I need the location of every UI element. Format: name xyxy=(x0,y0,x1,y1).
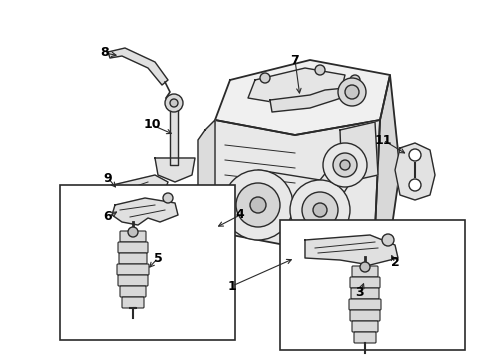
FancyBboxPatch shape xyxy=(353,332,375,343)
Circle shape xyxy=(312,203,326,217)
Circle shape xyxy=(408,179,420,191)
Polygon shape xyxy=(247,68,344,105)
FancyBboxPatch shape xyxy=(351,321,377,332)
Text: 5: 5 xyxy=(153,251,162,265)
Polygon shape xyxy=(155,158,195,182)
Circle shape xyxy=(339,160,349,170)
Circle shape xyxy=(359,262,369,272)
FancyBboxPatch shape xyxy=(349,277,379,288)
Polygon shape xyxy=(170,105,178,165)
Text: 2: 2 xyxy=(390,256,398,270)
Circle shape xyxy=(344,85,358,99)
FancyBboxPatch shape xyxy=(117,264,149,275)
Circle shape xyxy=(322,143,366,187)
Polygon shape xyxy=(394,143,434,200)
Circle shape xyxy=(337,78,365,106)
FancyBboxPatch shape xyxy=(351,266,377,277)
Circle shape xyxy=(249,197,265,213)
Circle shape xyxy=(165,94,182,112)
FancyBboxPatch shape xyxy=(122,297,144,308)
FancyBboxPatch shape xyxy=(348,299,380,310)
Polygon shape xyxy=(100,175,167,210)
Polygon shape xyxy=(108,48,167,85)
Polygon shape xyxy=(205,120,379,245)
Text: 6: 6 xyxy=(104,211,112,223)
Circle shape xyxy=(236,183,279,227)
FancyBboxPatch shape xyxy=(118,242,148,253)
Polygon shape xyxy=(339,122,377,183)
FancyBboxPatch shape xyxy=(350,288,378,299)
Circle shape xyxy=(408,149,420,161)
Polygon shape xyxy=(374,75,399,240)
Circle shape xyxy=(128,227,138,237)
Circle shape xyxy=(381,234,393,246)
Circle shape xyxy=(223,170,292,240)
FancyBboxPatch shape xyxy=(120,231,146,242)
FancyBboxPatch shape xyxy=(349,310,379,321)
Text: 1: 1 xyxy=(227,280,236,292)
Text: 10: 10 xyxy=(143,119,160,131)
Polygon shape xyxy=(112,198,178,225)
Text: 9: 9 xyxy=(104,171,112,185)
Circle shape xyxy=(314,65,324,75)
Text: 11: 11 xyxy=(374,134,391,146)
Circle shape xyxy=(302,192,337,228)
Circle shape xyxy=(163,193,173,203)
Polygon shape xyxy=(214,60,389,135)
Text: 8: 8 xyxy=(101,46,109,60)
Circle shape xyxy=(333,153,356,177)
Circle shape xyxy=(170,99,178,107)
Text: 3: 3 xyxy=(355,287,363,300)
Circle shape xyxy=(259,73,270,83)
Polygon shape xyxy=(304,235,397,265)
Polygon shape xyxy=(197,120,214,240)
Circle shape xyxy=(349,75,359,85)
Text: 4: 4 xyxy=(235,208,244,221)
Bar xyxy=(60,185,235,340)
FancyBboxPatch shape xyxy=(119,253,147,264)
Polygon shape xyxy=(270,88,349,112)
FancyBboxPatch shape xyxy=(118,275,148,286)
Text: 7: 7 xyxy=(290,54,299,66)
Bar xyxy=(279,220,464,350)
FancyBboxPatch shape xyxy=(120,286,146,297)
Circle shape xyxy=(289,180,349,240)
